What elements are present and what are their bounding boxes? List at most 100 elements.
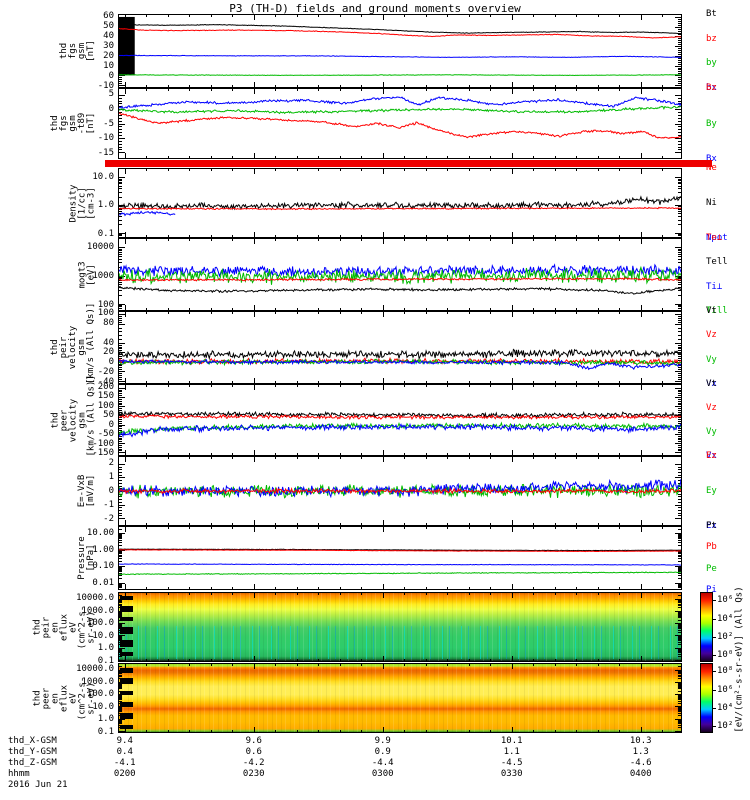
axis-tick [512,664,513,669]
axis-tick [119,638,122,639]
panel-series-thd-fgs-gsm-t89 [119,96,681,139]
axis-tick [119,585,122,586]
axis-tick [168,385,169,387]
axis-tick [119,616,122,617]
axis-tick [678,235,681,236]
axis-tick [119,529,122,530]
axis-tick [119,211,122,212]
axis-tick [713,708,716,709]
axis-tick [426,659,427,661]
axis-tick [675,397,681,398]
axis-tick [678,439,681,440]
footer-value: 10.1 [500,736,523,746]
axis-tick [119,209,122,210]
axis-tick [275,457,276,459]
y-tick-label: 0.1 [97,655,114,666]
axis-tick [678,348,681,349]
axis-tick [598,730,599,732]
axis-tick [678,638,681,639]
axis-tick [119,703,122,704]
axis-tick [678,395,681,396]
axis-tick [426,453,427,455]
series-Vx [119,358,681,371]
y-tick-label: 1.0 [97,200,114,211]
axis-tick [361,523,362,525]
axis-tick [678,71,681,72]
axis-tick [146,235,147,237]
axis-tick [119,135,122,136]
axis-tick [119,510,122,511]
axis-tick [119,439,122,440]
y-tick-label: -20 [97,366,114,377]
data-start-block [119,16,135,76]
axis-tick [119,112,122,113]
axis-tick [119,719,122,720]
axis-tick [119,683,122,684]
axis-tick [641,82,642,87]
panel-pressure [118,526,682,590]
axis-tick [533,453,534,455]
axis-tick [619,308,620,310]
y-axis-label-thd-peir-velocity: thd peir velocity gsm [km/s (All Qs)] [50,302,96,384]
axis-tick [678,556,681,557]
y-tick-label: 10000.0 [76,592,114,603]
series-by [119,74,681,77]
legend-Ni: Ni [706,198,717,208]
footer-value: 9.9 [374,736,391,746]
axis-tick [119,640,122,641]
axis-tick [119,308,122,309]
axis-tick [119,686,122,687]
axis-tick [675,443,681,444]
axis-tick [675,138,681,139]
axis-tick [119,584,122,585]
axis-tick [125,593,126,598]
y-tick-label: 0.10 [92,561,114,572]
axis-tick [119,545,122,546]
axis-tick [119,615,122,616]
axis-tick [340,457,341,459]
axis-tick [119,558,122,559]
axis-tick [678,604,681,605]
axis-tick [119,75,125,76]
axis-tick [254,378,255,383]
axis-tick [119,706,125,707]
data-gap-mark [120,713,133,719]
axis-tick [447,457,448,459]
axis-tick [119,722,122,723]
axis-tick [576,587,577,589]
axis-tick [119,583,125,584]
axis-tick [678,699,681,700]
axis-tick [678,182,681,183]
axis-tick [119,502,122,503]
axis-tick [361,235,362,237]
axis-tick [119,604,122,605]
axis-tick [119,600,122,601]
axis-tick [469,453,470,455]
axis-tick [119,282,122,283]
axis-tick [361,312,362,314]
legend-Vx: Vx [706,379,717,389]
axis-tick [254,520,255,525]
axis-tick [678,81,681,82]
axis-tick [189,312,190,314]
axis-tick [297,730,298,732]
axis-tick [119,586,122,587]
axis-tick [119,177,125,178]
axis-tick [555,85,556,87]
axis-tick [119,126,122,127]
axis-tick [447,308,448,310]
axis-tick [678,709,681,710]
axis-tick [232,527,233,529]
axis-tick [119,180,122,181]
axis-tick [168,308,169,310]
axis-tick [119,259,122,260]
legend-Ey: Ey [706,486,717,496]
axis-tick [678,502,681,503]
series-bx [119,54,681,59]
axis-tick [533,169,534,171]
axis-tick [678,322,681,323]
legend-Pt: Pt [706,521,717,531]
axis-tick [678,515,681,516]
panel-thd-peer-en-eflux [118,663,682,733]
axis-tick [119,685,122,686]
